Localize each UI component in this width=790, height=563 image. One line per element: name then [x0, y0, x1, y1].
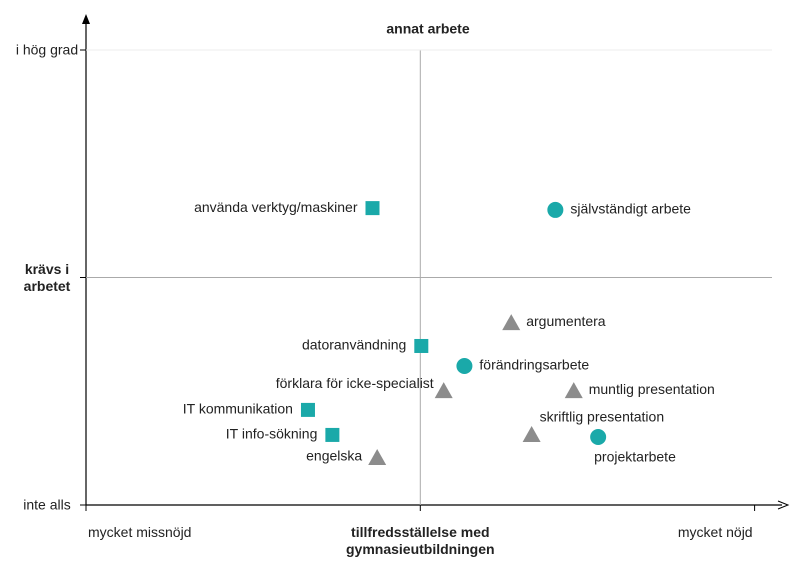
point-label: muntlig presentation [589, 381, 715, 397]
marker-circle [547, 201, 564, 218]
point-label: skriftlig presentation [540, 409, 665, 425]
y-tick-label: i hög grad [15, 41, 79, 58]
y-tick-label: inte alls [23, 496, 71, 513]
point-label: självständigt arbete [570, 201, 691, 217]
marker-triangle [502, 314, 521, 331]
x-axis-arrow [777, 500, 790, 510]
marker-triangle [434, 382, 453, 399]
point-label: projektarbete [594, 449, 676, 465]
marker-triangle [368, 448, 387, 465]
x-tick-label: mycket nöjd [677, 524, 753, 540]
point-label: förändringsarbete [479, 357, 589, 373]
y-tick-label: krävs i arbetet [23, 260, 71, 294]
point-label: datoranvändning [302, 337, 406, 353]
x-tick-label: mycket missnöjd [88, 524, 192, 540]
point-label: argumentera [526, 313, 606, 329]
point-label: IT info-sökning [226, 426, 318, 442]
marker-square [300, 402, 315, 417]
marker-triangle [522, 426, 541, 443]
marker-circle [456, 357, 473, 374]
point-label: IT kommunikation [183, 401, 293, 417]
y-axis-arrow [82, 14, 90, 24]
point-label: använda verktyg/maskiner [194, 199, 358, 215]
marker-square [365, 201, 380, 216]
marker-square [414, 338, 429, 353]
point-label: engelska [306, 448, 362, 464]
point-label: förklara för icke-specialist [276, 375, 434, 391]
marker-triangle [564, 382, 583, 399]
marker-square [325, 427, 340, 442]
chart-title: annat arbete [386, 21, 469, 37]
marker-circle [590, 428, 607, 445]
x-tick-label: tillfredsställelse med gymnasieutbildnin… [346, 524, 495, 557]
